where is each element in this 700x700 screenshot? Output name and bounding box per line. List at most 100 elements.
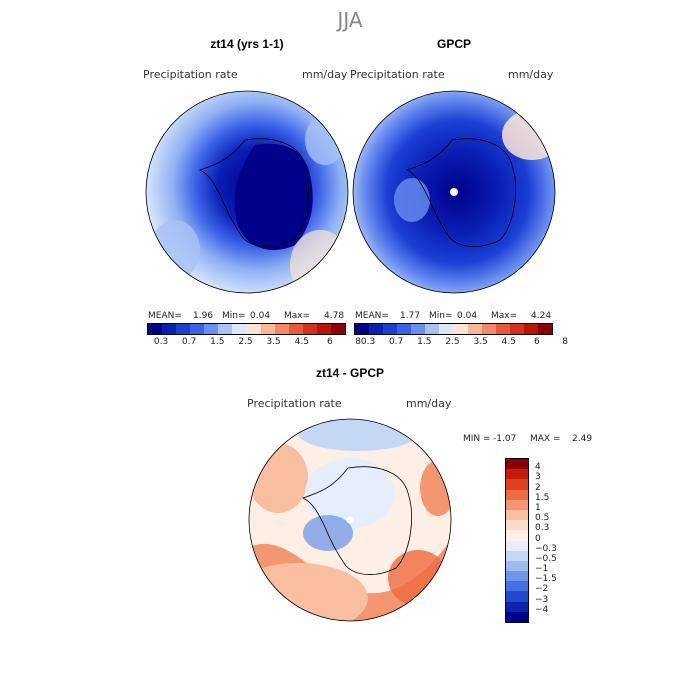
panel2-variable-label: Precipitation rate: [350, 68, 445, 81]
colorbar-swatch: [506, 489, 528, 500]
colorbar-swatch: [506, 540, 528, 551]
panel2-colorbar: [354, 323, 553, 335]
colorbar-tick-label: 2: [535, 482, 541, 493]
diff-units-label: mm/day: [406, 397, 452, 410]
colorbar-swatch: [246, 324, 261, 334]
panel1-mean-value: 1.96: [193, 311, 214, 321]
panel2-mean-value: 1.77: [400, 311, 421, 321]
colorbar-swatch: [190, 324, 205, 334]
colorbar-tick-label: −2: [535, 584, 549, 595]
colorbar-tick-label: 8: [355, 337, 361, 347]
colorbar-swatch: [506, 581, 528, 592]
panel1-colorbar-ticks: 0.3 0.7 1.5 2.5 3.5 4.5 6 8: [147, 337, 361, 349]
colorbar-tick-label: 2.5: [445, 337, 460, 347]
colorbar-swatch: [439, 324, 454, 334]
panel1-polar-map: [145, 90, 349, 294]
colorbar-tick-label: −1: [535, 564, 549, 575]
diff-max-label: MAX =: [530, 434, 561, 444]
colorbar-swatch: [509, 324, 524, 334]
colorbar-tick-label: 4.5: [501, 337, 516, 347]
colorbar-swatch: [481, 324, 496, 334]
panel2-mean-label: MEAN=: [355, 311, 389, 321]
colorbar-swatch: [506, 479, 528, 490]
colorbar-swatch: [302, 324, 317, 334]
colorbar-swatch: [506, 520, 528, 531]
panel1-units-label: mm/day: [302, 68, 348, 81]
colorbar-swatch: [506, 550, 528, 561]
panel2-max-value: 4.24: [531, 311, 552, 321]
panel1-min-value: 0.04: [250, 311, 271, 321]
colorbar-swatch: [506, 499, 528, 510]
colorbar-swatch: [506, 571, 528, 582]
colorbar-tick-label: 0.3: [535, 523, 550, 534]
colorbar-swatch: [538, 324, 553, 334]
colorbar-tick-label: 3: [535, 472, 541, 483]
colorbar-swatch: [495, 324, 510, 334]
panel2-colorbar-ticks: 0.3 0.7 1.5 2.5 3.5 4.5 6 8: [354, 337, 568, 349]
colorbar-swatch: [162, 324, 177, 334]
panel1-max-value: 4.78: [324, 311, 345, 321]
colorbar-tick-label: −4: [535, 604, 549, 615]
colorbar-swatch: [506, 591, 528, 602]
diff-max-value: 2.49: [572, 434, 593, 444]
colorbar-swatch: [523, 324, 539, 334]
colorbar-swatch: [218, 324, 233, 334]
panel2-min-label: Min=: [429, 311, 453, 321]
season-title: JJA: [337, 8, 363, 32]
colorbar-swatch: [425, 324, 440, 334]
diff-min-value: -1.07: [493, 434, 517, 444]
panel-title-difference: zt14 - GPCP: [315, 366, 384, 380]
colorbar-tick-label: 1: [535, 502, 541, 513]
diff-colorbar-ticks: 4 3 2 1.5 1 0.5 0.3 0 −0.3 −0.5 −1 −1.5 −2 −3 −4: [535, 458, 575, 621]
panel1-colorbar: [147, 323, 346, 335]
colorbar-tick-label: 0.3: [360, 337, 376, 347]
colorbar-swatch: [204, 324, 219, 334]
colorbar-swatch: [506, 601, 528, 612]
colorbar-swatch: [506, 611, 528, 622]
colorbar-swatch: [397, 324, 412, 334]
colorbar-tick-label: 2.5: [238, 337, 253, 347]
colorbar-swatch: [260, 324, 275, 334]
colorbar-tick-label: −0.3: [535, 543, 557, 554]
panel2-min-value: 0.04: [457, 311, 478, 321]
colorbar-tick-label: 8: [562, 337, 568, 347]
diff-min-label: MIN =: [463, 434, 491, 444]
colorbar-tick-label: 6: [534, 337, 540, 347]
panel-title-zt14: zt14 (yrs 1-1): [210, 37, 284, 51]
colorbar-tick-label: 1.5: [417, 337, 432, 347]
colorbar-swatch: [383, 324, 398, 334]
colorbar-swatch: [369, 324, 384, 334]
colorbar-tick-label: 0.7: [389, 337, 404, 347]
colorbar-tick-label: 0.7: [182, 337, 197, 347]
colorbar-swatch: [453, 324, 468, 334]
panel-title-gpcp: GPCP: [436, 37, 471, 51]
colorbar-tick-label: 1.5: [210, 337, 225, 347]
panel2-max-label: Max=: [491, 311, 518, 321]
panel1-max-label: Max=: [284, 311, 311, 321]
colorbar-swatch: [355, 324, 370, 334]
diff-colorbar: [505, 458, 529, 623]
colorbar-tick-label: 3.5: [473, 337, 488, 347]
colorbar-swatch: [411, 324, 426, 334]
colorbar-swatch: [176, 324, 191, 334]
colorbar-swatch: [274, 324, 289, 334]
colorbar-swatch: [148, 324, 163, 334]
colorbar-tick-label: −3: [535, 594, 549, 605]
colorbar-swatch: [506, 509, 528, 521]
colorbar-tick-label: 6: [327, 337, 333, 347]
colorbar-swatch: [506, 459, 528, 470]
colorbar-swatch: [506, 469, 528, 480]
panel2-units-label: mm/day: [508, 68, 554, 81]
panel1-mean-label: MEAN=: [148, 311, 182, 321]
panel1-variable-label: Precipitation rate: [143, 68, 238, 81]
colorbar-swatch: [506, 560, 528, 572]
diff-variable-label: Precipitation rate: [247, 397, 342, 410]
panel2-polar-map: [352, 90, 556, 294]
colorbar-swatch: [467, 324, 482, 334]
panel1-min-label: Min=: [222, 311, 246, 321]
colorbar-swatch: [288, 324, 303, 334]
colorbar-tick-label: 0.5: [535, 513, 550, 524]
colorbar-tick-label: 1.5: [535, 492, 550, 503]
colorbar-swatch: [506, 530, 528, 541]
colorbar-tick-label: −0.5: [535, 553, 557, 564]
